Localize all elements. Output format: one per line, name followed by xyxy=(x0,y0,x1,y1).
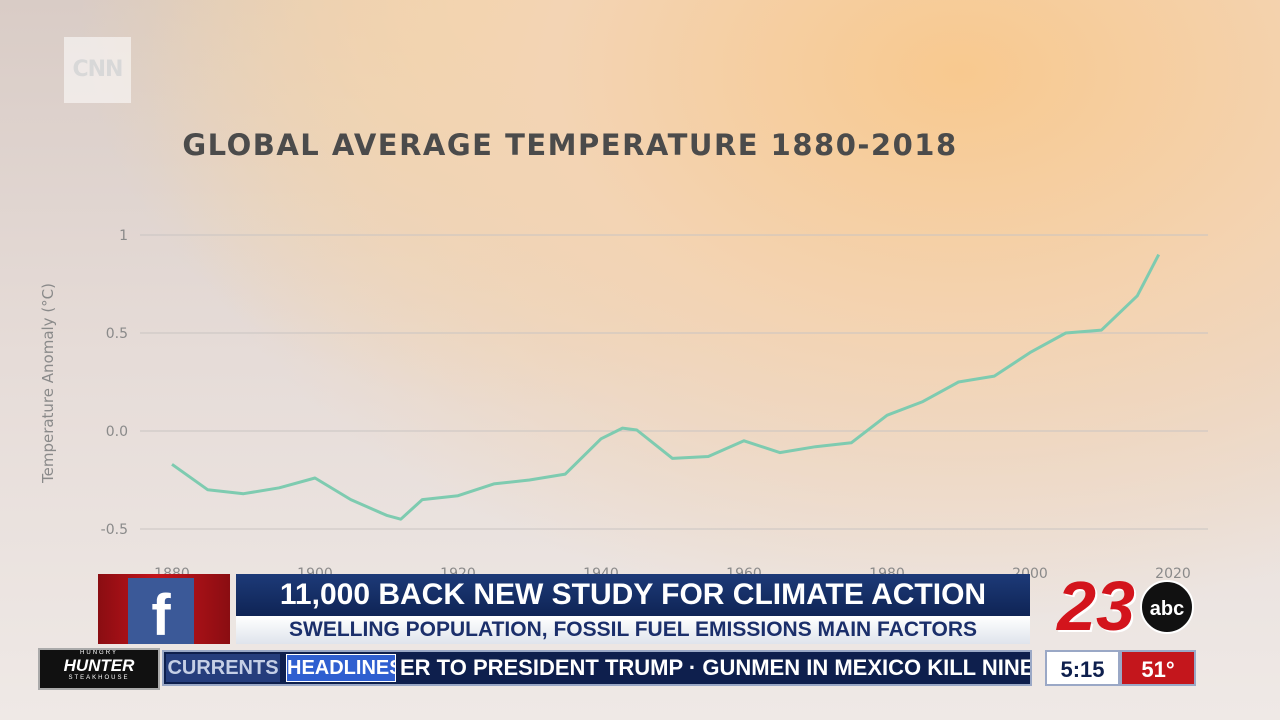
temperature: 51° xyxy=(1120,650,1196,686)
network-logo: abc xyxy=(1140,580,1194,634)
sponsor-top: HUNGRY xyxy=(80,650,118,656)
ticker-text: ER TO PRESIDENT TRUMP · GUNMEN IN MEXICO… xyxy=(400,655,1030,680)
x-tick-label: 2020 xyxy=(1155,566,1191,582)
facebook-icon: f xyxy=(128,578,194,644)
station-logo: 23 xyxy=(1057,568,1135,644)
ticker-tab: CURRENTS xyxy=(166,654,280,682)
y-axis-label: Temperature Anomaly (°C) xyxy=(39,283,57,484)
y-tick-label: 1 xyxy=(119,228,128,244)
sponsor-bottom: STEAKHOUSE xyxy=(68,675,130,681)
data-line xyxy=(171,253,1161,521)
subheadline: SWELLING POPULATION, FOSSIL FUEL EMISSIO… xyxy=(236,616,1030,644)
sponsor-logo: HUNGRY HUNTER STEAKHOUSE xyxy=(38,648,160,690)
sponsor-name: HUNTER xyxy=(63,656,135,675)
y-tick-label: -0.5 xyxy=(101,522,128,538)
clock: 5:15 xyxy=(1045,650,1120,686)
channel-logo: CNN xyxy=(64,37,131,103)
y-tick-label: 0.0 xyxy=(106,424,128,440)
headline: 11,000 BACK NEW STUDY FOR CLIMATE ACTION xyxy=(236,574,1030,616)
chart-title: GLOBAL AVERAGE TEMPERATURE 1880-2018 xyxy=(182,128,957,162)
y-tick-label: 0.5 xyxy=(106,326,128,342)
ticker-tab: HEADLINES xyxy=(286,654,396,682)
